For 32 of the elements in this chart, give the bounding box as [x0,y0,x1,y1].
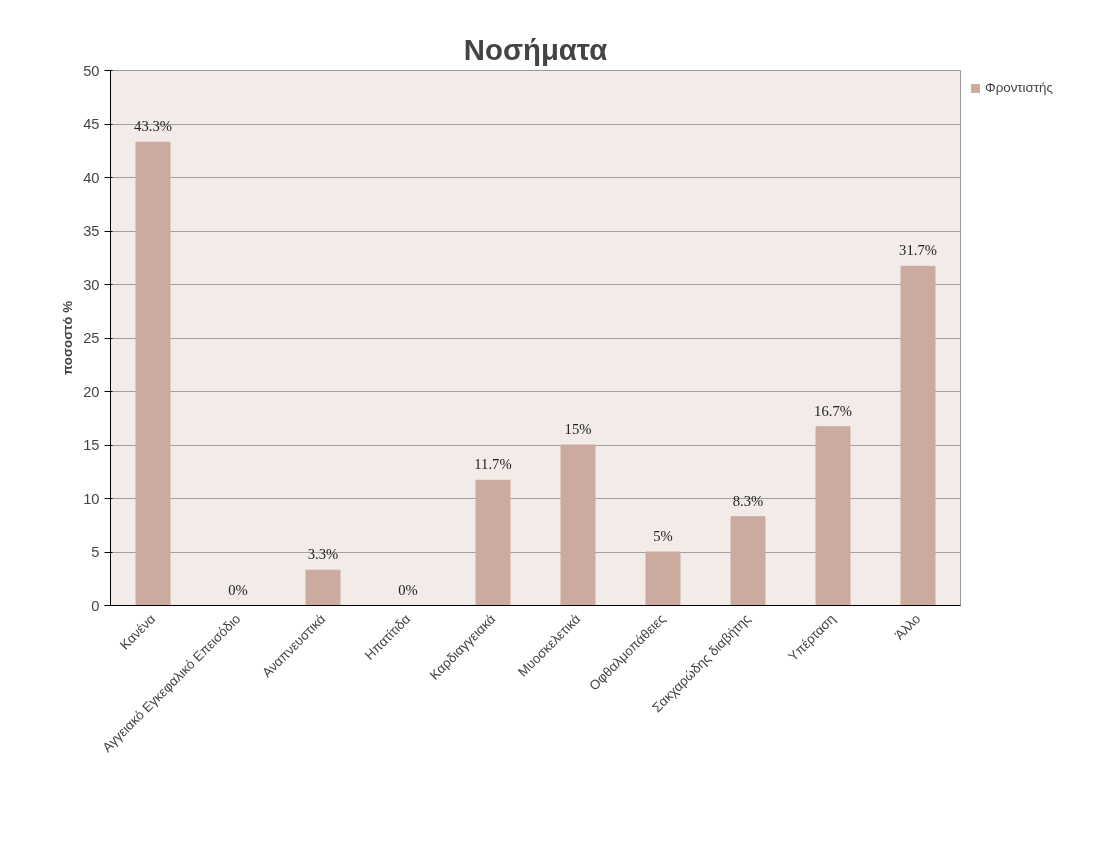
y-tick-label: 25 [83,330,100,346]
data-label: 11.7% [474,456,512,473]
y-tick-label: 15 [83,437,100,453]
y-tick-label: 5 [91,544,100,560]
y-tick-label: 20 [83,383,100,400]
y-tick-label: 35 [83,223,100,239]
data-label: 16.7% [814,402,852,419]
bar [815,426,851,606]
chart-title: Νοσήματα [463,32,608,66]
y-tick-label: 10 [83,490,100,507]
y-tick-label: 0 [91,597,100,614]
bar [305,569,341,606]
data-label: 43.3% [134,118,172,135]
bar [475,479,511,606]
data-label: 0% [398,581,418,598]
bar [900,265,936,606]
y-tick-label: 40 [83,169,100,186]
y-tick-label: 45 [83,116,100,132]
y-tick-label: 30 [83,276,100,293]
bar [560,444,596,606]
bar [645,551,681,606]
data-label: 15% [564,421,592,437]
y-tick-label: 50 [83,62,100,79]
data-label: 31.7% [899,242,937,259]
data-label: 0% [228,581,248,598]
data-label: 3.3% [307,546,339,563]
legend-label: Φροντιστής [985,80,1053,95]
data-label: 5% [653,528,673,544]
bar [730,516,766,606]
data-label: 8.3% [732,492,764,509]
bar [135,141,171,606]
y-axis-title: ποσοστό % [60,300,76,375]
